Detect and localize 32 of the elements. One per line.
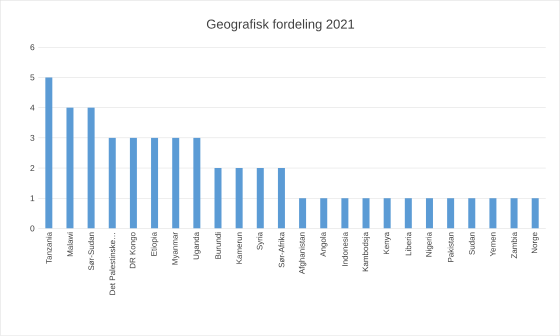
y-tick-label: 5 bbox=[30, 74, 34, 81]
bar bbox=[384, 198, 391, 229]
bar bbox=[193, 138, 200, 229]
bar bbox=[108, 138, 116, 229]
bar bbox=[256, 168, 264, 229]
bar bbox=[299, 198, 306, 229]
bar bbox=[66, 108, 74, 229]
y-tick-label: 2 bbox=[30, 165, 34, 172]
bar bbox=[320, 198, 328, 229]
y-tick-label: 0 bbox=[30, 226, 34, 232]
bar bbox=[172, 138, 180, 229]
chart-title: Geografisk fordeling 2021 bbox=[206, 19, 354, 32]
bar bbox=[278, 168, 285, 229]
bar bbox=[489, 198, 496, 229]
bar bbox=[151, 138, 158, 229]
bar bbox=[426, 198, 433, 229]
bar bbox=[45, 78, 52, 229]
bar bbox=[130, 138, 137, 229]
y-tick-label: 1 bbox=[30, 195, 34, 202]
bar bbox=[88, 108, 95, 229]
bar bbox=[362, 198, 370, 229]
bar bbox=[447, 198, 454, 229]
y-tick-label: 3 bbox=[30, 134, 34, 141]
y-tick-label: 4 bbox=[30, 104, 34, 111]
bar bbox=[341, 198, 348, 229]
bar bbox=[532, 198, 539, 229]
bar bbox=[236, 168, 243, 229]
bar bbox=[404, 198, 412, 229]
bar bbox=[468, 198, 476, 229]
y-tick-label: 6 bbox=[30, 44, 34, 50]
bar bbox=[214, 168, 222, 229]
bar bbox=[510, 198, 518, 229]
